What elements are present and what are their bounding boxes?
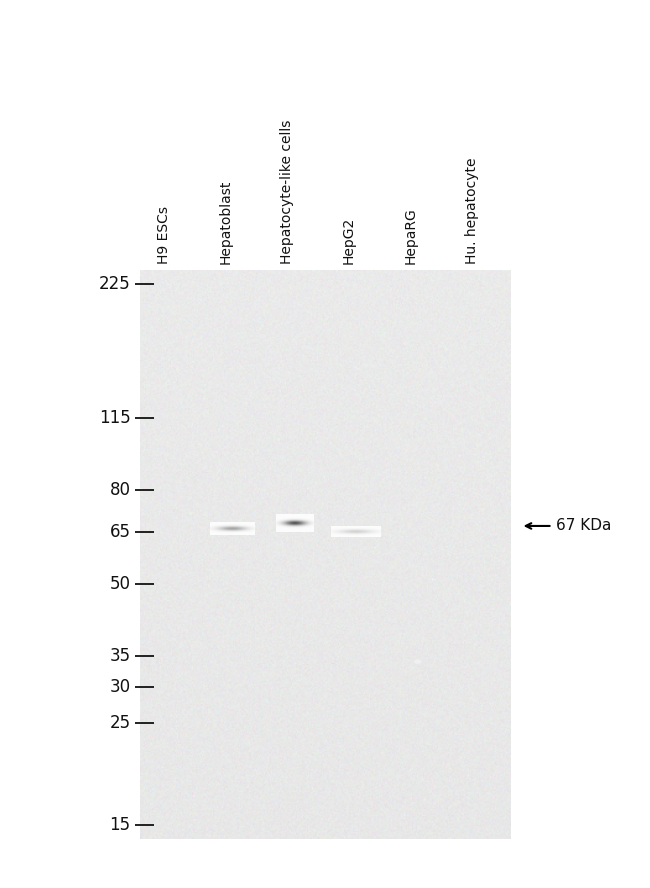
Ellipse shape (414, 660, 421, 664)
Text: 115: 115 (99, 408, 131, 427)
Text: Hepatocyte-like cells: Hepatocyte-like cells (280, 119, 294, 264)
Text: 80: 80 (110, 481, 131, 499)
Text: 50: 50 (110, 575, 131, 593)
Text: 25: 25 (109, 714, 131, 732)
Ellipse shape (411, 657, 425, 666)
Text: 30: 30 (109, 678, 131, 695)
Text: 15: 15 (109, 816, 131, 835)
Text: 225: 225 (99, 274, 131, 293)
Text: HepG2: HepG2 (342, 217, 356, 264)
Text: Hu. hepatocyte: Hu. hepatocyte (465, 157, 480, 264)
Text: Hepatoblast: Hepatoblast (218, 179, 233, 264)
Text: 65: 65 (110, 523, 131, 541)
Text: HepaRG: HepaRG (404, 207, 418, 264)
Text: 35: 35 (109, 646, 131, 665)
Text: H9 ESCs: H9 ESCs (157, 206, 170, 264)
Text: 67 KDa: 67 KDa (556, 519, 612, 534)
